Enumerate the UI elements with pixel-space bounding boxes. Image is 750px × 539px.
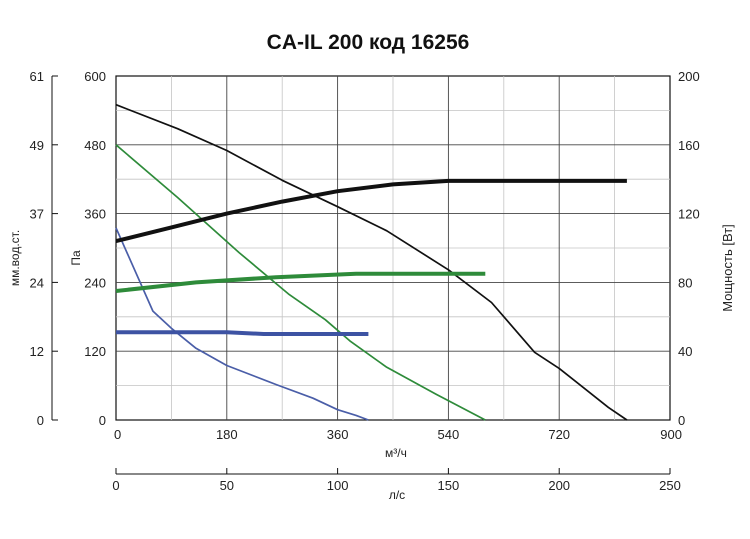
y-tick-label: 120 [84,344,106,359]
x-tick-label: 360 [327,427,349,442]
chart-title: CA-IL 200 код 16256 [267,31,470,54]
x-secondary-tick-label: 0 [112,478,119,493]
y-tick-label: 240 [84,275,106,290]
pressure-curve-1 [115,144,486,421]
y-axis-title-mm: мм.вод.ст. [8,230,22,286]
y-outer-tick-label: 24 [30,275,44,290]
series-layer [115,103,628,421]
y-outer-tick-label: 49 [30,138,44,153]
x-axis-title-m3h: м³/ч [385,446,407,460]
power-curve-4 [115,271,486,293]
y-right-tick-label: 160 [678,138,700,153]
y-right-tick-label: 200 [678,69,700,84]
y-outer-tick-label: 12 [30,344,44,359]
axes [51,75,671,475]
x-tick-label: 180 [216,427,238,442]
y-right-tick-label: 80 [678,275,692,290]
y-tick-label: 600 [84,69,106,84]
x-secondary-tick-label: 250 [659,478,681,493]
x-secondary-tick-label: 200 [548,478,570,493]
y-right-tick-label: 120 [678,207,700,222]
x-secondary-tick-label: 150 [438,478,460,493]
x-axis-title-m3h-text: м³/ч [385,446,407,460]
y-tick-label: 360 [84,207,106,222]
svg-text:м³/ч: м³/ч [385,446,407,460]
y-outer-tick-label: 61 [30,69,44,84]
major-gridlines [116,76,670,420]
pressure-curve-2 [115,227,369,421]
x-axis-title-ls: л/с [389,488,405,502]
y-right-tick-label: 0 [678,413,685,428]
power-curve-5 [116,330,369,336]
x-tick-label: 540 [438,427,460,442]
y-outer-tick-label: 0 [37,413,44,428]
pressure-curve-0 [115,103,628,421]
y-right-tick-label: 40 [678,344,692,359]
power-curve-3 [115,178,627,244]
x-secondary-tick-label: 50 [220,478,234,493]
x-tick-label: 900 [660,427,682,442]
y-axis-title-power: Мощность [Вт] [720,224,735,312]
x-tick-label: 720 [548,427,570,442]
y-outer-tick-label: 37 [30,207,44,222]
tick-labels: 0012012240243603748049600610408012016020… [30,69,700,493]
y-tick-label: 0 [99,413,106,428]
x-tick-label: 0 [114,427,121,442]
x-secondary-tick-label: 100 [327,478,349,493]
y-axis-title-pa: Па [69,250,83,266]
y-tick-label: 480 [84,138,106,153]
